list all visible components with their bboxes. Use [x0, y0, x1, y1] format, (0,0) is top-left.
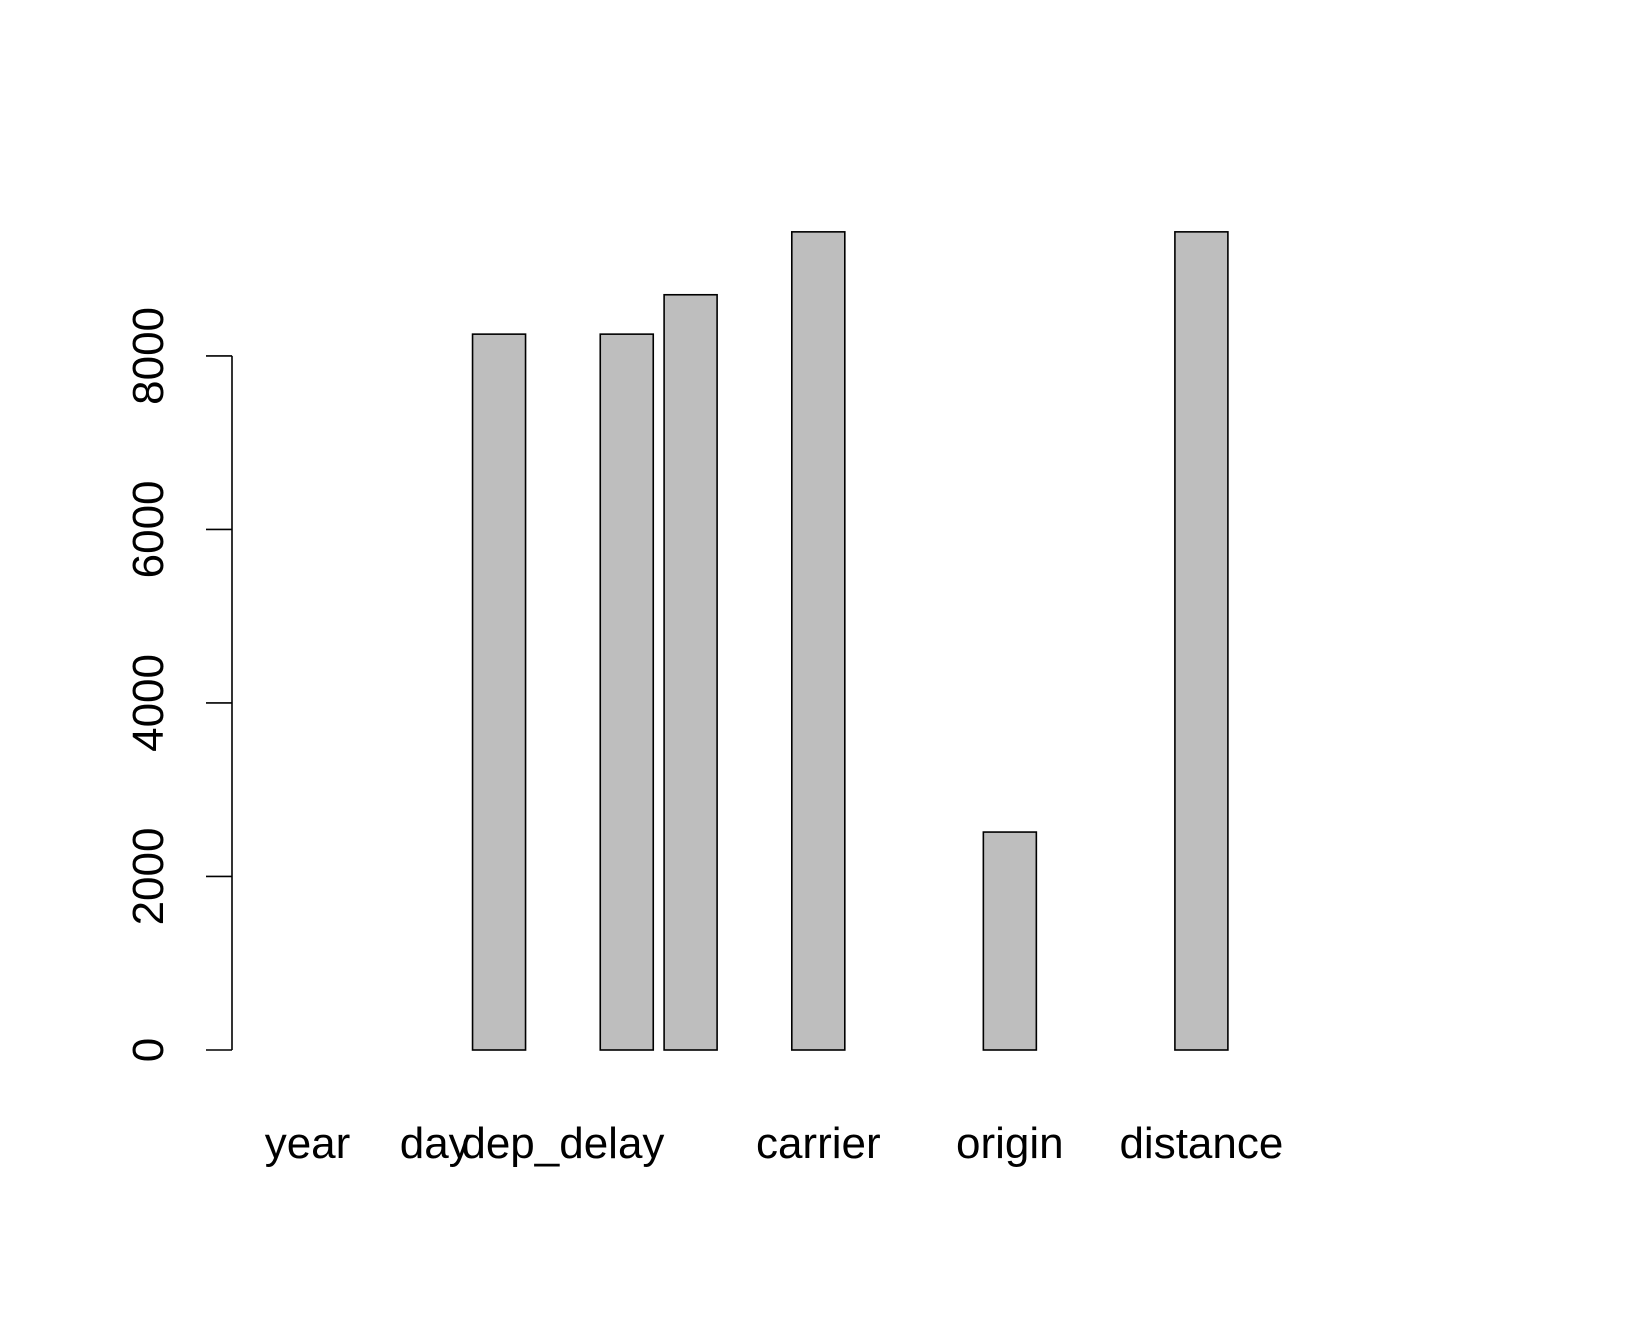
bar: [982, 831, 1038, 1051]
x-category-label: year: [265, 1119, 351, 1168]
x-category-label: distance: [1119, 1119, 1283, 1168]
y-tick-label: 2000: [124, 828, 173, 926]
x-category-label: origin: [956, 1119, 1064, 1168]
bar: [790, 231, 846, 1051]
bar: [471, 333, 527, 1051]
y-tick-label: 6000: [124, 480, 173, 578]
bar: [1174, 231, 1229, 1051]
x-category-label: carrier: [756, 1119, 881, 1168]
x-category-label: day: [400, 1119, 471, 1168]
bar: [599, 333, 655, 1051]
y-axis: 0 2000 4000 6000 8000: [124, 307, 233, 1062]
y-tick-label: 0: [124, 1038, 173, 1062]
bar: [663, 293, 718, 1051]
x-category-label: dep_delay: [461, 1119, 664, 1168]
y-tick-label: 8000: [124, 307, 173, 405]
y-tick-label: 4000: [124, 654, 173, 752]
bars-group: [471, 231, 1229, 1051]
